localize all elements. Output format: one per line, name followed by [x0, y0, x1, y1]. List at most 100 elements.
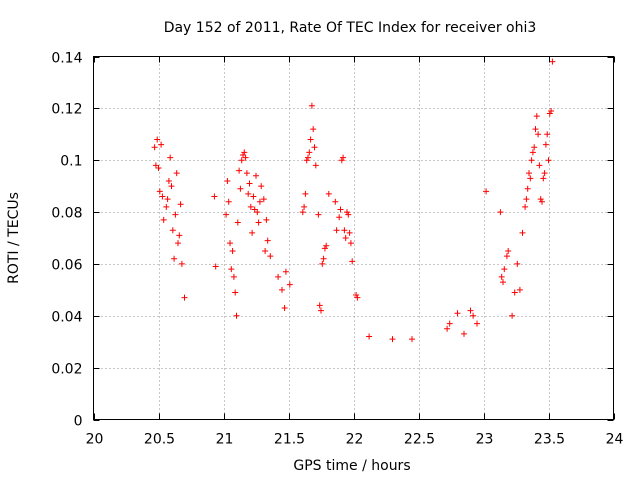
data-point: [151, 144, 158, 151]
y-tick-label: 0.14: [51, 51, 82, 67]
data-point: [224, 177, 231, 184]
data-point: [152, 162, 159, 169]
data-point: [354, 294, 361, 301]
data-point: [349, 258, 356, 265]
data-point: [173, 170, 180, 177]
data-point: [234, 219, 241, 226]
data-point: [310, 126, 317, 133]
data-point: [446, 320, 453, 327]
plot-frame: [93, 56, 614, 420]
data-point: [282, 268, 289, 275]
data-point: [523, 196, 530, 203]
x-tick-label: 24: [606, 432, 624, 448]
data-point: [303, 157, 310, 164]
data-point: [238, 157, 245, 164]
data-point: [500, 279, 506, 286]
data-point: [341, 227, 348, 234]
data-point: [175, 240, 181, 247]
data-point: [514, 260, 521, 267]
data-point: [323, 242, 330, 249]
data-point: [167, 154, 174, 161]
y-tick-label: 0.08: [51, 206, 82, 222]
data-point: [544, 131, 551, 138]
data-point: [542, 141, 549, 148]
data-point: [320, 255, 327, 262]
data-point: [256, 198, 263, 205]
data-point: [178, 260, 185, 267]
x-tick-label: 23: [476, 432, 494, 448]
data-point: [212, 263, 219, 270]
data-point: [549, 58, 556, 65]
x-tick-label: 20: [86, 432, 104, 448]
data-point: [529, 149, 536, 156]
data-point: [474, 320, 480, 327]
data-point: [353, 292, 360, 299]
data-point: [501, 266, 508, 273]
y-axis-ticks: 0 0.02 0.04 0.06 0.08 0.1 0.12 0.14: [51, 51, 614, 430]
data-point: [345, 211, 352, 218]
data-point: [172, 211, 179, 218]
data-point: [533, 113, 540, 120]
x-tick-label: 22.5: [404, 432, 435, 448]
data-point: [251, 206, 258, 213]
data-point: [156, 188, 163, 195]
x-tick-label: 22: [346, 432, 364, 448]
data-point: [528, 157, 535, 164]
data-point: [312, 162, 319, 169]
data-point: [211, 193, 218, 200]
data-point: [470, 312, 477, 319]
data-point: [332, 198, 339, 205]
data-point: [160, 216, 167, 223]
data-point: [228, 266, 235, 273]
data-point: [240, 152, 246, 159]
y-tick-label: 0.12: [51, 102, 82, 118]
y-tick-label: 0.1: [60, 154, 82, 170]
x-tick-label: 21.5: [274, 432, 305, 448]
grid-lines: [93, 56, 614, 420]
data-point: [467, 307, 474, 314]
data-point: [305, 154, 311, 161]
data-point: [541, 170, 548, 177]
data-point: [258, 183, 265, 190]
data-point: [164, 196, 171, 203]
data-point: [325, 190, 332, 197]
data-point: [346, 229, 353, 236]
data-point: [247, 203, 254, 210]
data-point: [536, 162, 543, 169]
data-point: [548, 107, 555, 114]
data-point: [338, 157, 345, 164]
data-point: [319, 260, 326, 267]
data-point: [241, 149, 248, 156]
data-point: [342, 235, 349, 241]
data-point: [539, 198, 545, 205]
data-point: [347, 240, 354, 247]
data-point: [311, 144, 318, 151]
data-point: [444, 325, 451, 332]
data-point: [498, 273, 505, 280]
data-point: [522, 203, 529, 210]
data-point: [181, 294, 188, 301]
data-point: [301, 203, 308, 210]
data-point: [535, 131, 542, 138]
data-point: [546, 110, 553, 117]
data-points: [151, 58, 556, 343]
data-point: [263, 216, 270, 223]
data-point: [250, 193, 257, 200]
data-point: [154, 136, 161, 143]
data-point: [275, 273, 282, 280]
data-point: [286, 281, 293, 288]
data-point: [321, 245, 328, 252]
data-point: [483, 188, 490, 195]
data-point: [253, 172, 259, 179]
data-point: [168, 183, 175, 190]
data-point: [264, 237, 271, 244]
data-point: [366, 333, 373, 340]
data-point: [262, 247, 269, 254]
data-point: [336, 214, 343, 221]
data-point: [236, 167, 243, 174]
data-point: [503, 253, 510, 260]
data-point: [163, 203, 170, 210]
x-axis-ticks: 20 20.5 21 21.5 22 22.5 23 23.5 24: [86, 56, 624, 448]
data-point: [242, 154, 249, 161]
y-axis-label: ROTI / TECUs: [6, 192, 22, 284]
